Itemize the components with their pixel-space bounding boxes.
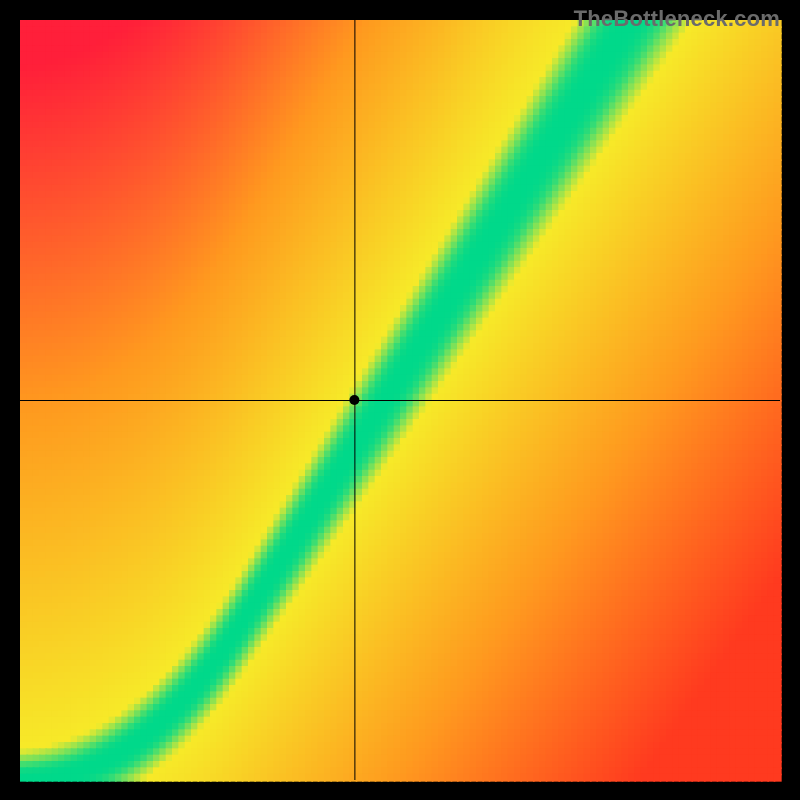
watermark-label: TheBottleneck.com (574, 6, 780, 32)
heatmap-canvas (0, 0, 800, 800)
chart-container: TheBottleneck.com (0, 0, 800, 800)
